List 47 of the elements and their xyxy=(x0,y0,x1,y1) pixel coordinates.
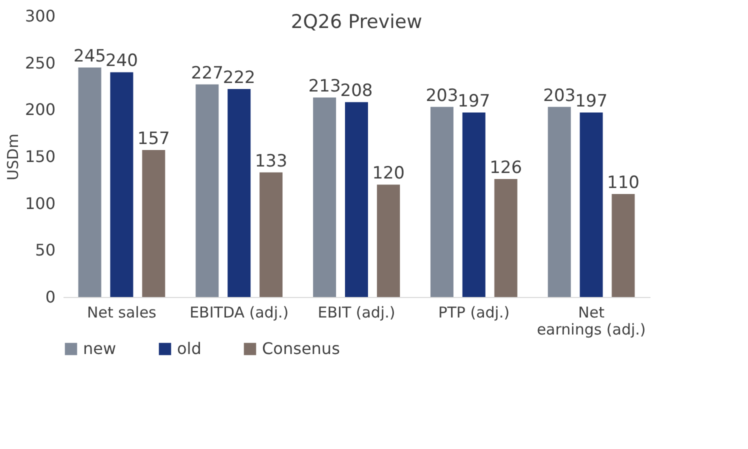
bar xyxy=(78,68,102,297)
data-label: 222 xyxy=(222,68,256,88)
bar xyxy=(462,112,486,297)
bar xyxy=(548,106,571,297)
y-tick-label: 200 xyxy=(24,100,56,120)
data-label: 126 xyxy=(490,158,522,178)
bar xyxy=(313,97,336,297)
y-tick-label: 150 xyxy=(24,147,56,166)
data-label: 203 xyxy=(543,86,576,106)
y-axis-title: USDm xyxy=(4,134,22,180)
bar xyxy=(494,178,518,297)
data-label: 120 xyxy=(372,164,405,184)
data-label: 157 xyxy=(137,128,170,149)
bar xyxy=(142,150,166,297)
legend-label: new xyxy=(83,339,116,358)
data-label: 110 xyxy=(607,172,640,193)
y-tick-label: 100 xyxy=(24,194,56,213)
data-label: 245 xyxy=(74,46,106,67)
data-label: 240 xyxy=(105,51,138,72)
bar xyxy=(376,184,400,297)
data-label: 208 xyxy=(340,81,373,102)
x-tick-label: Net sales xyxy=(87,304,157,322)
bar xyxy=(345,102,368,297)
y-tick-label: 250 xyxy=(24,53,56,72)
x-tick-label: EBIT (adj.) xyxy=(318,304,396,322)
y-tick-label: 300 xyxy=(24,6,56,26)
bar xyxy=(580,112,603,297)
bar xyxy=(612,194,635,297)
data-label: 197 xyxy=(575,91,608,112)
bar xyxy=(196,84,219,297)
x-tick-label: PTP (adj.) xyxy=(438,304,510,322)
legend-label: old xyxy=(177,339,202,358)
data-label: 197 xyxy=(458,91,490,112)
x-tick-label: EBITDA (adj.) xyxy=(190,304,289,322)
data-label: 213 xyxy=(308,76,341,96)
data-label: 203 xyxy=(426,86,458,106)
y-tick-label: 0 xyxy=(45,288,56,306)
x-tick-label: Net earnings (adj.) xyxy=(536,304,646,338)
bar xyxy=(110,72,134,297)
data-label: 227 xyxy=(190,63,224,84)
bar xyxy=(430,106,454,297)
y-tick-label: 50 xyxy=(35,240,56,260)
chart-title: 2Q26 Preview xyxy=(290,11,422,33)
data-label: 133 xyxy=(254,151,288,172)
bar xyxy=(228,89,251,297)
bar xyxy=(260,172,283,297)
legend-label: Consenus xyxy=(262,339,340,358)
